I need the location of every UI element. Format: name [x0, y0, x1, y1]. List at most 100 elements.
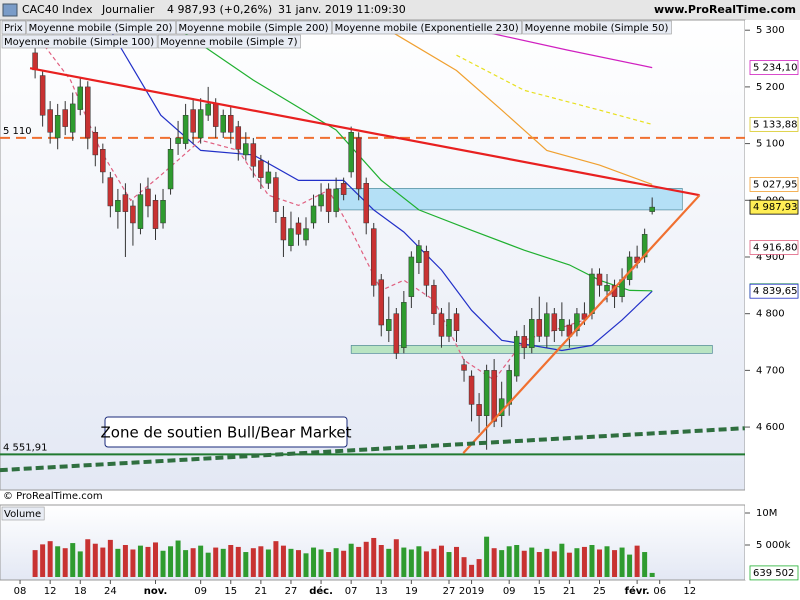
- legend-label: Prix: [4, 23, 23, 34]
- volume-bar: [205, 552, 211, 577]
- volume-bar: [386, 548, 392, 577]
- volume-title-box: [1, 506, 45, 521]
- y-tick-label: 4 600: [756, 422, 785, 433]
- candle-body: [536, 319, 543, 337]
- volume-bar: [190, 548, 196, 577]
- candle-body: [69, 103, 76, 133]
- candle-body: [453, 313, 460, 331]
- candle-body: [333, 188, 339, 212]
- y-tick-label: 4 700: [756, 365, 785, 376]
- candle-body: [145, 188, 151, 207]
- candle-body: [220, 114, 226, 133]
- last-value-box: [749, 177, 799, 192]
- volume-bar: [258, 546, 264, 577]
- level-label: 4 551,91: [3, 442, 48, 453]
- y-tick-label: 5 200: [756, 82, 785, 93]
- volume-bar: [130, 549, 136, 577]
- volume-bar: [596, 549, 602, 577]
- candle-body: [205, 103, 211, 116]
- instrument: CAC40 Index: [22, 3, 93, 16]
- legend-label: Moyenne mobile (Simple 20): [29, 23, 173, 34]
- volume-bar: [265, 549, 271, 577]
- last-value-label: 4 916,80: [753, 242, 798, 253]
- candle-body: [250, 143, 257, 167]
- moving-average: [476, 29, 653, 69]
- volume-bar: [311, 547, 317, 577]
- volume-bar: [363, 541, 369, 577]
- candle-body: [243, 143, 249, 156]
- x-tick-label: 24: [104, 586, 117, 597]
- candle-body: [152, 200, 159, 229]
- x-tick-label: 27: [443, 586, 456, 597]
- volume-bar: [642, 552, 648, 577]
- volume-bar: [137, 545, 143, 577]
- candle-body: [386, 319, 392, 331]
- last-value-box: [749, 116, 799, 132]
- x-tick-label: 2019: [459, 586, 484, 597]
- candle-body: [604, 285, 610, 292]
- volume-bar: [107, 539, 113, 577]
- volume-last-box: [749, 565, 799, 581]
- volume-bar: [341, 550, 347, 577]
- candle-body: [378, 279, 385, 326]
- volume-bar: [574, 548, 580, 577]
- last-value-box: [749, 240, 799, 255]
- candle-body: [559, 319, 565, 331]
- volume-bar: [220, 548, 226, 577]
- legend-price: Prix: [1, 20, 26, 35]
- candle-body: [348, 132, 354, 173]
- candle-body: [596, 273, 603, 286]
- candle-body: [280, 217, 287, 241]
- volume-bar: [228, 545, 234, 577]
- volume-tick-label: 10M: [756, 508, 777, 519]
- candle-body: [273, 177, 279, 212]
- candle-body: [62, 109, 68, 127]
- legend-label: Moyenne mobile (Simple 50): [525, 23, 669, 34]
- y-tick-label: 4 900: [756, 252, 785, 263]
- candle-body: [355, 137, 362, 190]
- candle-body: [160, 200, 166, 224]
- x-tick-label: févr.: [625, 585, 650, 597]
- legend-label: Moyenne mobile (Simple 100): [4, 37, 154, 48]
- volume-bar: [393, 539, 399, 577]
- x-tick-label: 08: [14, 586, 27, 597]
- last-value-label: 5 234,10: [753, 63, 798, 74]
- volume-bar: [484, 536, 490, 577]
- volume-tick-label: 5 000k: [756, 540, 791, 551]
- volume-bar: [100, 547, 106, 577]
- volume-bar: [521, 550, 527, 577]
- volume-bar: [318, 549, 324, 577]
- volume-bar: [122, 545, 128, 577]
- legend-box: [1, 20, 26, 35]
- candle-body: [393, 313, 400, 354]
- candle-body: [130, 205, 136, 224]
- datetime: 31 janv. 2019 11:09:30: [278, 3, 406, 16]
- volume-bar: [416, 546, 422, 577]
- candle-body: [228, 114, 234, 133]
- trendline: [0, 426, 745, 473]
- volume-bar: [514, 545, 520, 577]
- volume-bar: [589, 545, 595, 577]
- annotation-box: [104, 416, 348, 448]
- candle-body: [521, 336, 527, 348]
- annotation: Zone de soutien Bull/Bear Market: [101, 424, 352, 442]
- volume-bar: [469, 564, 475, 577]
- candle-body: [438, 313, 445, 337]
- x-tick-label: 19: [405, 586, 418, 597]
- candle-body: [416, 245, 422, 263]
- volume-bar: [401, 547, 407, 577]
- volume-bar: [280, 545, 286, 577]
- candle-body: [175, 137, 181, 144]
- x-tick-label: 12: [683, 586, 696, 597]
- menu-icon[interactable]: [2, 3, 18, 17]
- last-price: 4 987,93 (+0,26%): [167, 3, 272, 16]
- x-tick-label: nov.: [144, 586, 168, 597]
- volume-bar: [47, 541, 53, 577]
- header-bar: [0, 0, 800, 20]
- x-tick-label: 18: [74, 586, 87, 597]
- legend-label: Moyenne mobile (Exponentielle 230): [335, 23, 519, 34]
- volume-bar: [198, 545, 204, 577]
- candle-body: [212, 103, 219, 127]
- candle-body: [265, 171, 272, 184]
